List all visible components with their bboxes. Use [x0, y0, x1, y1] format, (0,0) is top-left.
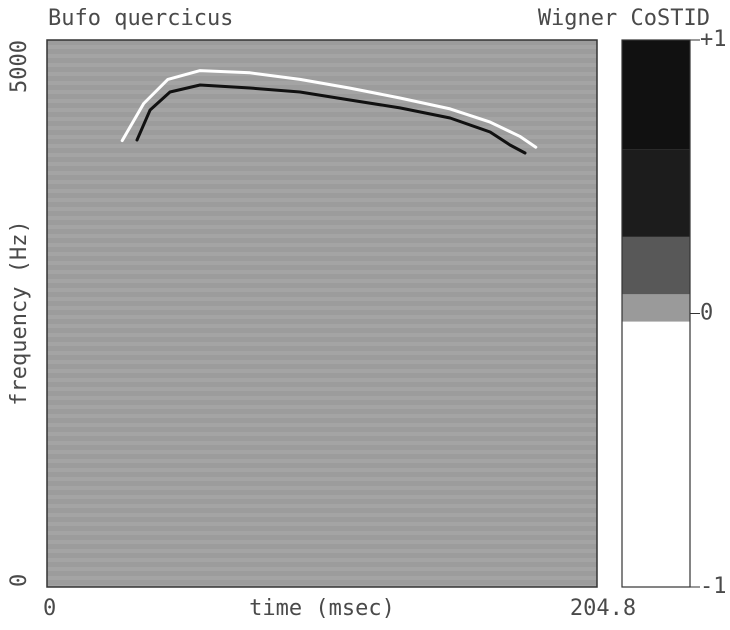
colorbar-band	[622, 321, 690, 587]
colorbar-band	[622, 149, 690, 237]
y-tick-label: 5000	[7, 40, 32, 93]
x-axis-label: time (msec)	[249, 596, 395, 621]
x-tick-label: 204.8	[570, 596, 636, 621]
colorbar-tick-label: +1	[700, 27, 727, 52]
x-tick-label: 0	[43, 596, 56, 621]
ridge-line	[120, 69, 538, 149]
colorbar-tick-label: 0	[700, 301, 713, 326]
y-tick-label: 0	[7, 574, 32, 587]
colorbar-band	[622, 236, 690, 295]
plot-frame	[46, 39, 598, 588]
title-right: Wigner CoSTID	[538, 6, 710, 31]
colorbar-band	[622, 294, 690, 322]
ridge-line	[135, 83, 527, 155]
y-axis-label: frequency (Hz)	[7, 220, 32, 405]
colorbar-band	[622, 40, 690, 150]
colorbar-tick-label: -1	[700, 574, 727, 599]
title-left: Bufo quercicus	[48, 6, 233, 31]
plot-texture	[47, 40, 597, 587]
